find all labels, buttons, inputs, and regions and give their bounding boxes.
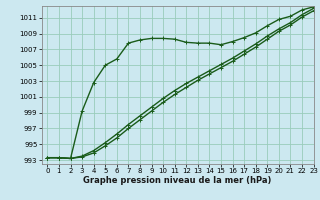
X-axis label: Graphe pression niveau de la mer (hPa): Graphe pression niveau de la mer (hPa)	[84, 176, 272, 185]
